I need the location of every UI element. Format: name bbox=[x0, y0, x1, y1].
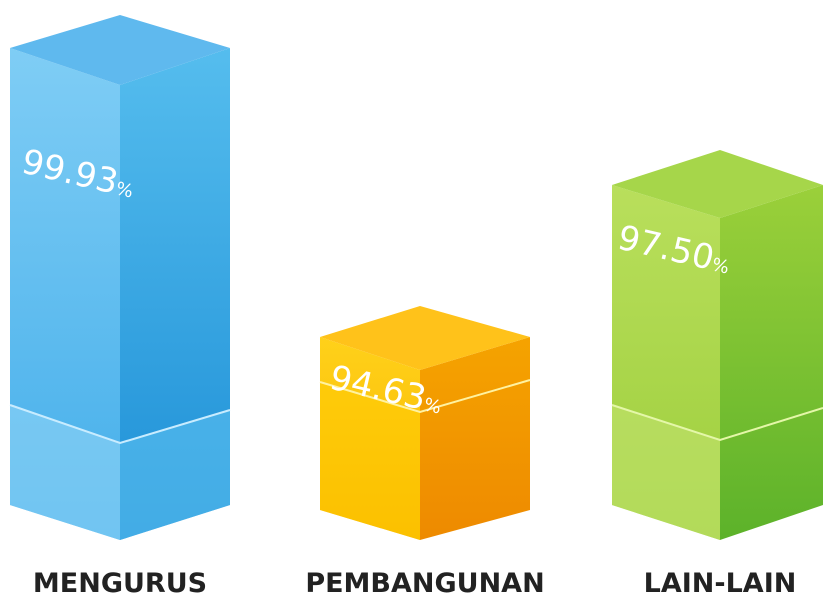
category-label: MENGURUS bbox=[33, 568, 207, 599]
box-mengurus bbox=[9, 15, 231, 540]
category-label: PEMBANGUNAN bbox=[305, 568, 544, 599]
category-label: LAIN-LAIN bbox=[644, 568, 797, 599]
box-lain-lain bbox=[611, 150, 823, 540]
box-pembangunan bbox=[319, 306, 531, 540]
